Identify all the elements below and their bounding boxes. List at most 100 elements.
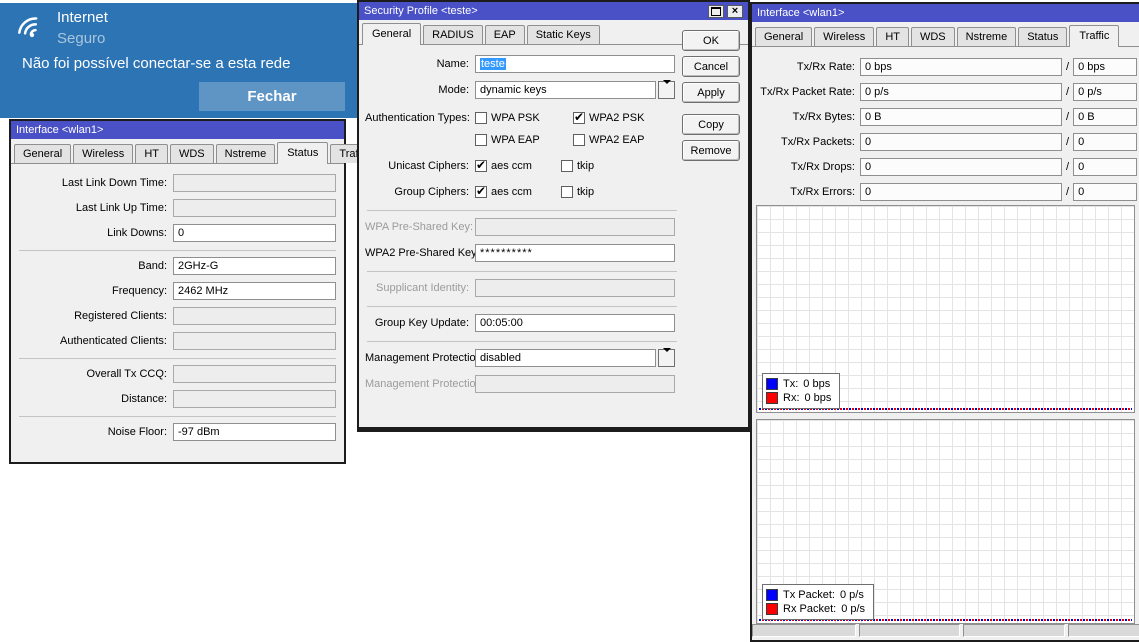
frequency-field: 2462 MHz <box>173 282 336 300</box>
name-field[interactable]: teste <box>475 55 675 73</box>
interface-traffic-window: Interface <wlan1> General Wireless HT WD… <box>750 2 1139 642</box>
ok-button[interactable]: OK <box>682 30 740 51</box>
supplicant-identity-label: Supplicant Identity: <box>376 282 469 294</box>
legend-entry: Rx: 0 bps <box>766 392 831 404</box>
tx-rx-errors-label: Tx/Rx Errors: <box>790 186 855 198</box>
tab-radius[interactable]: RADIUS <box>423 25 483 44</box>
copy-button[interactable]: Copy <box>682 114 740 135</box>
notification-message: Não foi possível conectar-se a esta rede <box>22 55 291 72</box>
cancel-button[interactable]: Cancel <box>682 56 740 77</box>
tab-general[interactable]: General <box>14 144 72 163</box>
tab-general[interactable]: General <box>362 23 422 45</box>
apply-button[interactable]: Apply <box>682 82 740 103</box>
legend-label: Tx: <box>783 378 799 390</box>
tab-eap[interactable]: EAP <box>484 25 525 44</box>
separator <box>367 341 677 342</box>
tab-ht[interactable]: HT <box>135 144 168 163</box>
checkbox-icon <box>475 184 487 198</box>
window-titlebar[interactable]: Interface <wlan1> <box>11 121 344 139</box>
supplicant-identity-field <box>475 279 675 297</box>
rx-rate-field: 0 bps <box>1073 58 1137 76</box>
tab-traffic[interactable]: Traffic <box>1069 25 1120 47</box>
zero-rate-line <box>759 408 1132 410</box>
slash-separator: / <box>1066 136 1070 148</box>
name-label: Name: <box>436 58 469 70</box>
field-row: Tx/Rx Drops: 0 / 0 <box>758 157 1137 177</box>
group-key-update-field[interactable]: 00:05:00 <box>475 314 675 332</box>
zero-packet-line <box>759 619 1132 621</box>
unicast-tkip-checkbox[interactable]: tkip <box>561 160 594 172</box>
close-icon[interactable]: × <box>727 4 743 18</box>
link-downs-field: 0 <box>173 224 336 242</box>
wpa2-psk-key-field[interactable]: ********** <box>475 244 675 262</box>
checkbox-icon <box>561 186 573 198</box>
field-row: Overall Tx CCQ: <box>19 364 336 384</box>
band-field: 2GHz-G <box>173 257 336 275</box>
network-notification: Internet Seguro Não foi possível conecta… <box>0 3 360 118</box>
separator <box>367 306 677 307</box>
last-link-up-label: Last Link Up Time: <box>75 202 167 214</box>
network-name: Internet <box>57 9 108 26</box>
legend-label: Rx: <box>783 392 800 404</box>
legend-value: 0 bps <box>804 392 832 404</box>
tab-nstreme[interactable]: Nstreme <box>215 144 276 163</box>
maximize-button[interactable] <box>708 4 724 18</box>
tab-static-keys[interactable]: Static Keys <box>526 25 600 44</box>
legend-value: 0 p/s <box>841 603 866 615</box>
dropdown-arrow-icon[interactable] <box>658 80 675 99</box>
group-tkip-checkbox[interactable]: tkip <box>561 186 594 198</box>
rx-packet-color-swatch <box>766 603 778 615</box>
management-protection-dropdown[interactable]: disabled <box>475 349 656 367</box>
tx-rx-packets-label: Tx/Rx Packets: <box>781 136 855 148</box>
tx-errors-field: 0 <box>860 183 1062 201</box>
unicast-aes-ccm-checkbox[interactable]: aes ccm <box>475 158 555 172</box>
group-ciphers-label: Group Ciphers: <box>394 186 469 198</box>
legend-entry: Tx: 0 bps <box>766 378 831 390</box>
network-status: Seguro <box>57 30 106 47</box>
mode-dropdown[interactable]: dynamic keys <box>475 81 656 99</box>
tab-status[interactable]: Status <box>1018 27 1068 46</box>
field-row: Registered Clients: <box>19 306 336 326</box>
checkbox-icon <box>475 112 487 124</box>
tab-wds[interactable]: WDS <box>169 144 214 163</box>
registered-clients-field <box>173 307 336 325</box>
wpa2-psk-key-label: WPA2 Pre-Shared Key: <box>365 247 480 259</box>
tx-bytes-field: 0 B <box>860 108 1062 126</box>
checkbox-icon <box>573 110 585 124</box>
overall-tx-ccq-label: Overall Tx CCQ: <box>86 368 167 380</box>
window-titlebar[interactable]: Security Profile <teste> × <box>359 2 748 20</box>
security-profile-window: Security Profile <teste> × General RADIU… <box>357 0 750 432</box>
rx-packet-rate-field: 0 p/s <box>1073 83 1137 101</box>
separator <box>19 416 336 417</box>
tab-wireless[interactable]: Wireless <box>73 144 134 163</box>
wpa-psk-key-label: WPA Pre-Shared Key: <box>365 221 474 233</box>
tab-general[interactable]: General <box>755 27 813 46</box>
tab-wds[interactable]: WDS <box>910 27 955 46</box>
tab-nstreme[interactable]: Nstreme <box>956 27 1017 46</box>
group-aes-ccm-checkbox[interactable]: aes ccm <box>475 184 555 198</box>
tab-ht[interactable]: HT <box>876 27 909 46</box>
wpa-eap-checkbox[interactable]: WPA EAP <box>475 134 567 146</box>
close-notification-button[interactable]: Fechar <box>199 82 345 111</box>
window-titlebar[interactable]: Interface <wlan1> <box>752 4 1139 22</box>
wifi-icon <box>18 17 38 38</box>
tx-rx-rate-chart: Tx: 0 bps Rx: 0 bps <box>756 205 1135 413</box>
slash-separator: / <box>1066 86 1070 98</box>
wpa2-eap-checkbox[interactable]: WPA2 EAP <box>573 134 644 146</box>
remove-button[interactable]: Remove <box>682 140 740 161</box>
tx-rx-drops-label: Tx/Rx Drops: <box>790 161 855 173</box>
checkbox-icon <box>475 134 487 146</box>
wpa2-psk-checkbox[interactable]: WPA2 PSK <box>573 110 644 124</box>
checkbox-icon <box>573 134 585 146</box>
distance-field <box>173 390 336 408</box>
mode-label: Mode: <box>438 84 469 96</box>
tab-wireless[interactable]: Wireless <box>814 27 875 46</box>
field-row: Last Link Up Time: <box>19 198 336 218</box>
last-link-down-label: Last Link Down Time: <box>61 177 167 189</box>
dropdown-arrow-icon[interactable] <box>658 348 675 367</box>
separator <box>19 358 336 359</box>
statusbar-segment <box>1068 624 1139 637</box>
statusbar-segment <box>963 624 1065 637</box>
tab-status[interactable]: Status <box>277 142 329 164</box>
wpa-psk-checkbox[interactable]: WPA PSK <box>475 112 567 124</box>
